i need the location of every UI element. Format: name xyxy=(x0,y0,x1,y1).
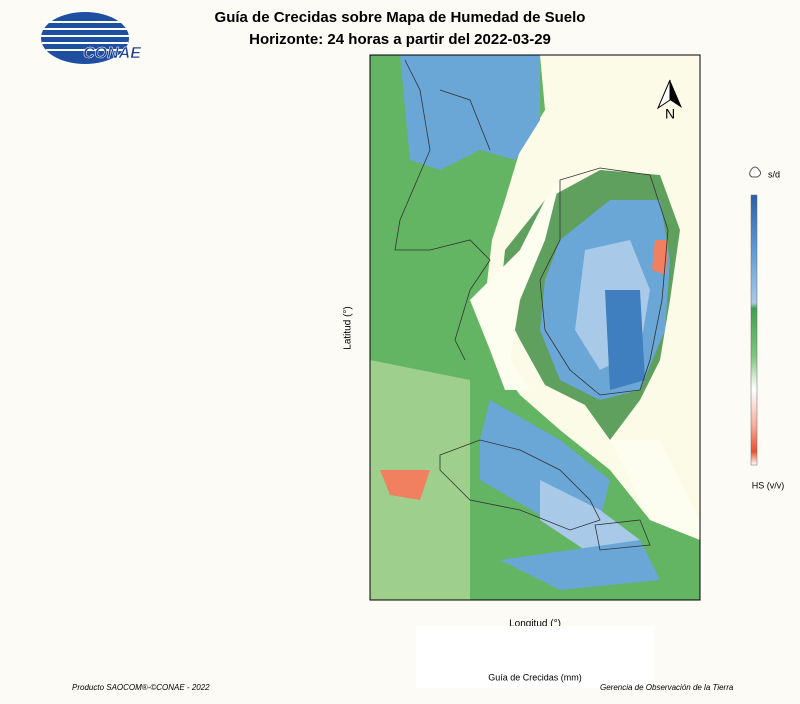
flood-legend-box xyxy=(416,626,654,688)
y-axis-label: Latitud (°) xyxy=(343,306,354,349)
map xyxy=(370,55,700,600)
title: Guía de Crecidas sobre Mapa de Humedad d… xyxy=(215,9,586,26)
subtitle: Horizonte: 24 horas a partir del 2022-03… xyxy=(249,31,551,48)
footer-left: Producto SAOCOM®-©CONAE - 2022 xyxy=(72,683,210,692)
map-frame xyxy=(369,54,701,601)
north-label: N xyxy=(665,106,675,122)
colorbar-title: HS (v/v) xyxy=(752,480,785,490)
x-axis-label: Longitud (°) xyxy=(509,619,561,630)
nodata-label: s/d xyxy=(768,169,780,179)
nodata-icon xyxy=(749,166,762,178)
flood-legend-title: Guía de Crecidas (mm) xyxy=(488,672,582,682)
colorbar xyxy=(750,194,758,466)
north-arrow: N xyxy=(656,79,682,122)
logo: CONAE xyxy=(41,12,142,64)
logo-text: CONAE xyxy=(83,45,142,62)
footer-right: Gerencia de Observación de la Tierra xyxy=(600,683,734,692)
